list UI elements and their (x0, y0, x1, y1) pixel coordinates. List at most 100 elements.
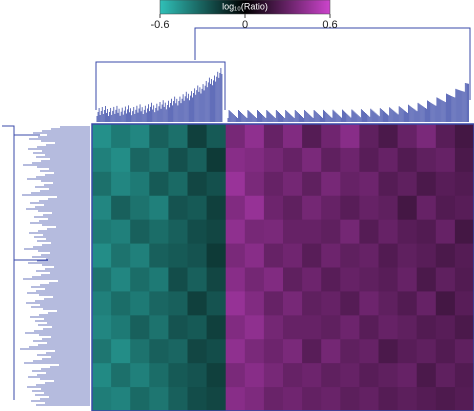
heatmap-cell (225, 243, 246, 268)
heatmap-cell (340, 339, 360, 364)
heatmap-cell (244, 124, 265, 149)
heatmap-cell (321, 195, 341, 221)
heatmap-cell (454, 291, 474, 316)
heatmap-cell (149, 171, 169, 197)
heatmap-cell (454, 124, 474, 149)
heatmap-cell (187, 339, 208, 364)
heatmap-cell (416, 124, 437, 149)
heatmap-cell (435, 291, 456, 316)
heatmap-cell (168, 171, 188, 197)
heatmap-cell (321, 387, 341, 411)
heatmap-cell (168, 267, 188, 292)
heatmap-cell (263, 147, 284, 173)
heatmap-cell (168, 195, 188, 221)
heatmap-cell (130, 267, 150, 292)
heatmap-cell (111, 315, 131, 340)
heatmap-cell (225, 339, 246, 364)
heatmap-cell (130, 315, 150, 340)
heatmap-cell (187, 195, 208, 221)
heatmap-cell (416, 147, 437, 173)
heatmap-cell (111, 219, 131, 245)
heatmap-cell (92, 171, 112, 197)
colorbar-tick-label: 0.6 (322, 19, 337, 31)
heatmap-cell (130, 171, 150, 197)
heatmap-cell (359, 291, 379, 316)
heatmap-cell (168, 339, 188, 364)
heatmap-cell (168, 124, 188, 149)
heatmap-cell (302, 124, 322, 149)
heatmap-cell (263, 387, 284, 411)
heatmap-cell (435, 339, 456, 364)
heatmap-cell (359, 387, 379, 411)
heatmap-cell (130, 363, 150, 388)
heatmap-cell (340, 171, 360, 197)
dendrogram-link (2, 125, 48, 400)
heatmap-cell (149, 291, 169, 316)
heatmap-cell (225, 387, 246, 411)
heatmap-cell (378, 339, 399, 364)
heatmap-cell (130, 195, 150, 221)
heatmap-cell (263, 195, 284, 221)
dendrogram-top (95, 27, 471, 110)
heatmap-cell (206, 291, 227, 316)
heatmap-cell (321, 339, 341, 364)
heatmap-cell (168, 315, 188, 340)
heatmap-cell (225, 219, 246, 245)
heatmap-cell (283, 291, 303, 316)
heatmap-cell (130, 387, 150, 411)
heatmap-cell (263, 267, 284, 292)
heatmap-cell (130, 147, 150, 173)
heatmap-cell (302, 267, 322, 292)
heatmap-cell (359, 219, 379, 245)
heatmap-cell (321, 171, 341, 197)
heatmap-cell (187, 363, 208, 388)
heatmap-cell (187, 124, 208, 149)
heatmap-cell (283, 171, 303, 197)
heatmap-cell (187, 171, 208, 197)
heatmap-cell (149, 195, 169, 221)
heatmap-cell (263, 315, 284, 340)
heatmap-cell (149, 124, 169, 149)
heatmap-cell (435, 195, 456, 221)
heatmap-cell (454, 171, 474, 197)
heatmap-cell (359, 147, 379, 173)
heatmap-cell (340, 147, 360, 173)
heatmap-cell (321, 363, 341, 388)
heatmap-cell (206, 147, 227, 173)
heatmap-cell (359, 363, 379, 388)
heatmap-cell (283, 267, 303, 292)
heatmap-cell (340, 243, 360, 268)
heatmap-cell (206, 363, 227, 388)
heatmap-cell (416, 339, 437, 364)
heatmap-cell (244, 171, 265, 197)
heatmap-cell (454, 267, 474, 292)
colorbar-tick-label: 0 (242, 19, 248, 31)
heatmap-cell (244, 243, 265, 268)
heatmap-cell (454, 363, 474, 388)
heatmap-cell (225, 171, 246, 197)
heatmap-cell (263, 363, 284, 388)
heatmap-cell (263, 171, 284, 197)
heatmap-cell (283, 195, 303, 221)
heatmap-cell (187, 147, 208, 173)
heatmap-cell (225, 124, 246, 149)
heatmap-cell (168, 219, 188, 245)
heatmap-cell (130, 339, 150, 364)
heatmap-cell (416, 195, 437, 221)
dendrogram-leaves (20, 67, 469, 406)
heatmap-cell (149, 267, 169, 292)
heatmap-cell (130, 219, 150, 245)
heatmap-cell (225, 291, 246, 316)
heatmap-cell (359, 195, 379, 221)
heatmap-cell (92, 387, 112, 411)
dendrogram-link (194, 27, 471, 100)
heatmap-cell (416, 315, 437, 340)
heatmap-cell (416, 267, 437, 292)
heatmap-cell (206, 124, 227, 149)
dendrogram-left (2, 125, 48, 400)
heatmap-cell (359, 267, 379, 292)
heatmap-cell (321, 315, 341, 340)
heatmap-cell (283, 387, 303, 411)
heatmap-cell (454, 195, 474, 221)
